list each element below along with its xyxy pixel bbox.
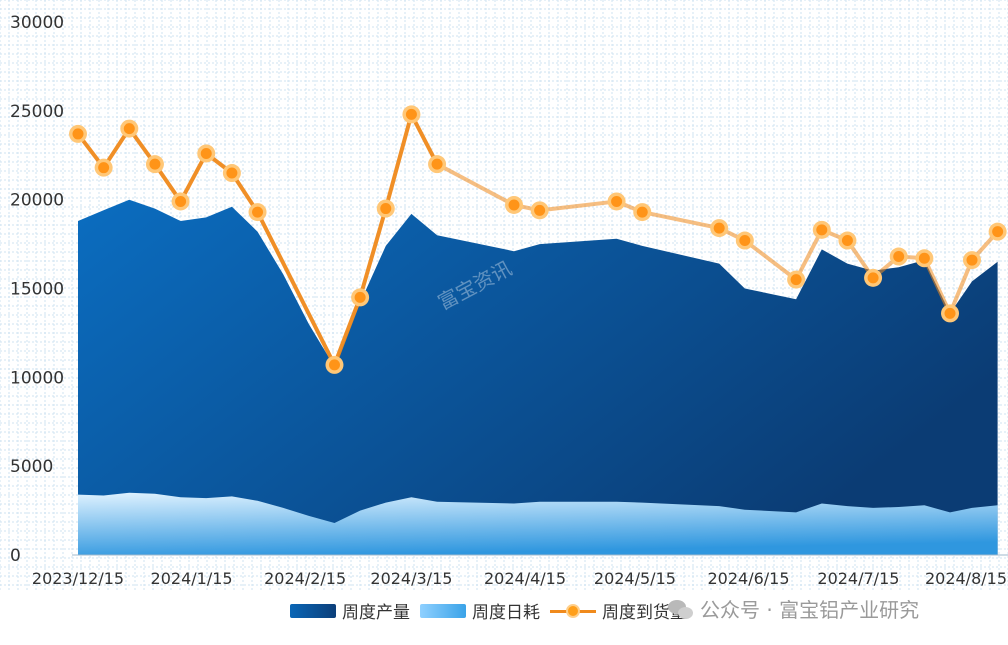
arrivals-point (98, 162, 110, 174)
y-tick-label: 25000 (10, 102, 64, 122)
legend-item-arrivals[interactable]: 周度到货量 (550, 598, 687, 623)
arrivals-line-segment (640, 210, 722, 231)
arrivals-line-segment (742, 238, 799, 282)
legend-swatch-arrivals (550, 601, 596, 621)
legend-item-daily[interactable]: 周度日耗 (420, 598, 540, 623)
arrivals-point (966, 254, 978, 266)
arrivals-point (636, 206, 648, 218)
arrivals-point (72, 128, 84, 140)
x-tick-label: 2024/3/15 (370, 569, 452, 588)
arrivals-line-segment (178, 151, 209, 204)
x-tick-label: 2024/2/15 (264, 569, 346, 588)
legend-label-daily: 周度日耗 (472, 603, 540, 623)
arrivals-line-segment (409, 112, 440, 167)
x-tick-label: 2024/5/15 (594, 569, 676, 588)
legend-swatch-production (290, 603, 336, 618)
series-area-production (78, 199, 998, 555)
legend-swatch-daily (420, 603, 466, 618)
y-tick-label: 0 (10, 546, 21, 566)
arrivals-point (149, 158, 161, 170)
arrivals-point (893, 251, 905, 263)
legend-item-production[interactable]: 周度产量 (290, 598, 410, 623)
arrivals-line-segment (948, 258, 974, 316)
x-tick-label: 2024/6/15 (707, 569, 789, 588)
arrivals-point (790, 274, 802, 286)
arrivals-point (816, 224, 828, 236)
x-tick-label: 2023/12/15 (32, 569, 124, 588)
x-tick-label: 2024/7/15 (817, 569, 899, 588)
arrivals-point (918, 252, 930, 264)
arrivals-line-segment (435, 162, 517, 207)
x-tick-label: 2024/1/15 (151, 569, 233, 588)
arrivals-point (992, 226, 1004, 238)
arrivals-point (123, 123, 135, 135)
legend-label-production: 周度产量 (342, 603, 410, 623)
arrivals-point (354, 291, 366, 303)
arrivals-point (739, 235, 751, 247)
arrivals-point (534, 204, 546, 216)
arrivals-point (226, 167, 238, 179)
x-tick-label: 2024/4/15 (484, 569, 566, 588)
arrivals-point (405, 108, 417, 120)
y-tick-label: 30000 (10, 13, 64, 33)
arrivals-line-segment (358, 206, 388, 300)
arrivals-point (867, 272, 879, 284)
arrivals-point (713, 222, 725, 234)
y-tick-label: 20000 (10, 191, 64, 211)
x-tick-label: 2024/8/15 (925, 569, 1007, 588)
arrivals-point (380, 203, 392, 215)
series-area-daily (78, 492, 998, 555)
arrivals-point (611, 195, 623, 207)
y-tick-label: 10000 (10, 368, 64, 388)
arrivals-point (841, 235, 853, 247)
footer-credit: 公众号 · 富宝铝产业研究 (668, 594, 919, 623)
legend-label-arrivals: 周度到货量 (602, 603, 687, 623)
y-tick-label: 5000 (10, 457, 53, 477)
legend: 周度产量 周度日耗 周度到货量 (290, 598, 687, 623)
arrivals-point (508, 199, 520, 211)
y-tick-label: 15000 (10, 280, 64, 300)
arrivals-point (200, 147, 212, 159)
arrivals-line-segment (922, 256, 953, 316)
arrivals-point (944, 307, 956, 319)
arrivals-line-segment (537, 199, 619, 213)
arrivals-line-segment (794, 227, 824, 282)
wechat-icon (668, 598, 694, 620)
arrivals-point (252, 206, 264, 218)
arrivals-line-segment (332, 295, 363, 367)
arrivals-point (328, 359, 340, 371)
arrivals-line-segment (383, 112, 414, 211)
footer-text: 公众号 · 富宝铝产业研究 (700, 598, 920, 622)
arrivals-line-segment (255, 210, 337, 367)
arrivals-point (431, 158, 443, 170)
arrivals-point (175, 195, 187, 207)
